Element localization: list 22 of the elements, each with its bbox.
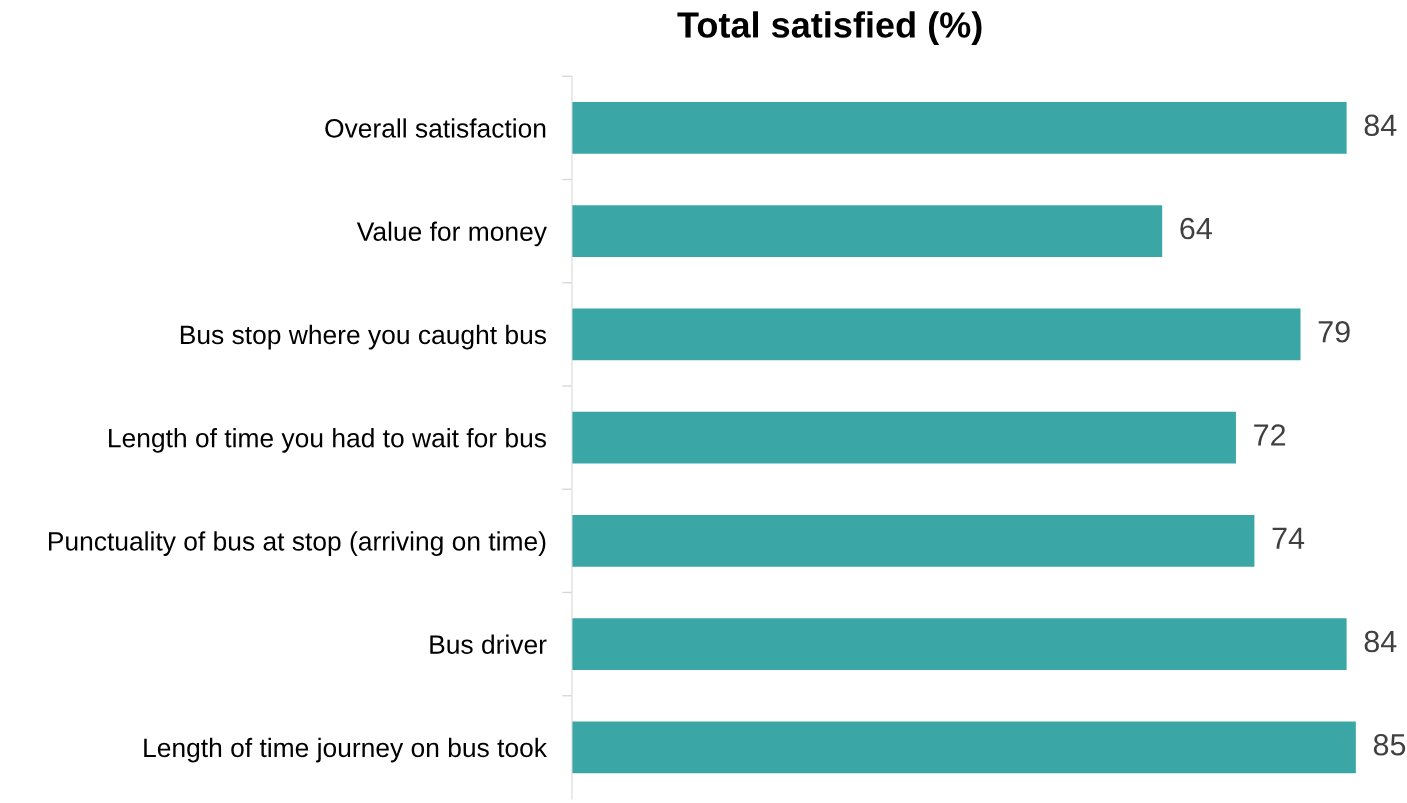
bar xyxy=(571,411,1236,464)
bar xyxy=(571,308,1301,361)
y-tick-label: Punctuality of bus at stop (arriving on time) xyxy=(48,531,546,556)
data-label: 85 xyxy=(1373,733,1406,756)
bar xyxy=(571,205,1163,257)
data-label: 72 xyxy=(1254,424,1286,446)
y-tick-label: Length of time you had to wait for bus xyxy=(109,428,547,453)
data-label: 84 xyxy=(1364,630,1397,653)
bar xyxy=(571,721,1356,774)
y-tick-label: Overall satisfaction xyxy=(325,118,546,138)
y-tick-label: Length of time journey on bus took xyxy=(144,737,548,763)
bar xyxy=(571,618,1347,670)
y-tick-label: Value for money xyxy=(356,221,547,247)
bar xyxy=(571,515,1255,567)
data-label: 79 xyxy=(1318,320,1350,343)
chart-title: Total satisfied (%) xyxy=(677,11,982,45)
bar xyxy=(571,102,1347,154)
y-tick-label: Bus driver xyxy=(430,634,547,654)
data-label: 64 xyxy=(1180,217,1212,240)
data-label: 84 xyxy=(1364,114,1397,137)
data-label: 74 xyxy=(1272,527,1305,549)
y-tick-label: Bus stop where you caught bus xyxy=(180,324,547,350)
